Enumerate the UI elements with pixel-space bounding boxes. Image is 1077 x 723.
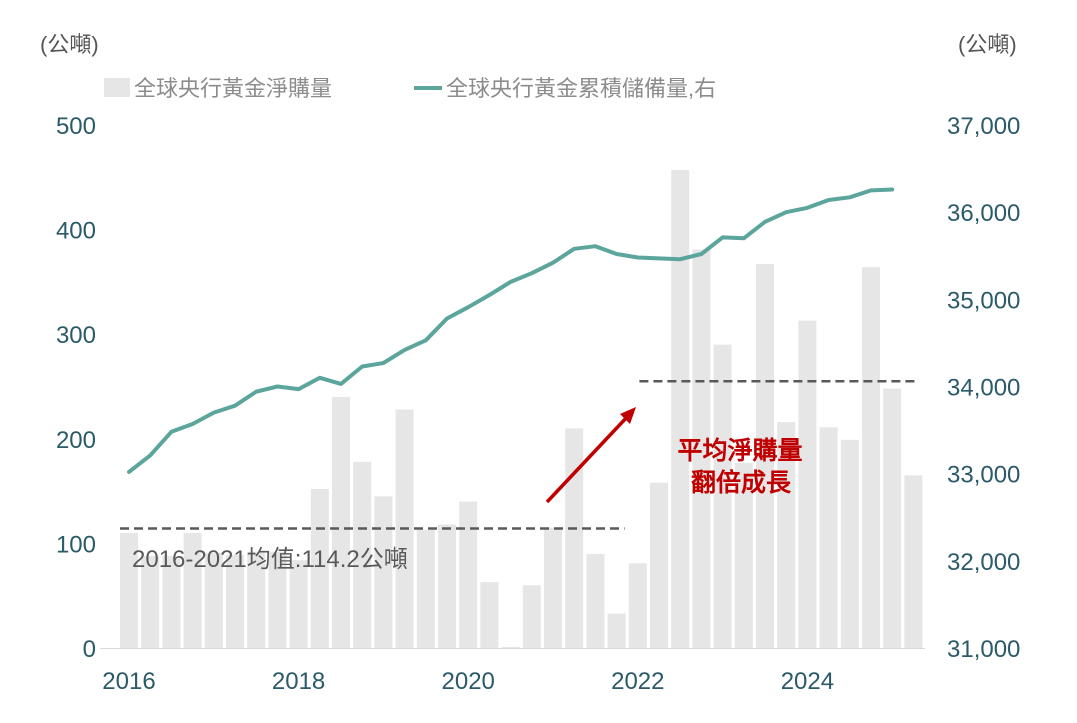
right-tick-label: 37,000: [947, 113, 1020, 140]
left-axis-ticks: 0 100 200 300 400 500: [56, 113, 96, 663]
left-tick-label: 100: [56, 531, 96, 558]
bar: [840, 439, 859, 648]
right-tick-label: 36,000: [947, 200, 1020, 227]
bar: [565, 428, 584, 648]
right-tick-label: 32,000: [947, 549, 1020, 576]
right-axis-unit: (公噸): [958, 32, 1017, 57]
x-tick-label: 2016: [102, 668, 155, 695]
bar: [819, 427, 838, 648]
bar: [862, 267, 880, 648]
growth-arrow: [545, 407, 636, 504]
bar: [607, 613, 626, 648]
bar: [289, 560, 308, 648]
average-label: 2016-2021均值:114.2公噸: [132, 546, 408, 573]
right-tick-label: 34,000: [947, 375, 1020, 402]
bar: [756, 264, 774, 648]
bar: [480, 582, 499, 648]
right-tick-label: 35,000: [947, 287, 1020, 314]
bar: [162, 555, 181, 648]
bar: [204, 552, 223, 648]
left-tick-label: 300: [56, 322, 96, 349]
left-tick-label: 0: [83, 636, 96, 663]
left-tick-label: 400: [56, 218, 96, 245]
left-tick-label: 200: [56, 427, 96, 454]
bar: [904, 475, 923, 648]
x-tick-label: 2020: [442, 668, 495, 695]
bar: [777, 422, 796, 648]
bar: [226, 554, 244, 648]
bar: [692, 249, 711, 648]
bar: [501, 646, 520, 648]
average-lines: [120, 380, 915, 530]
bar: [522, 585, 541, 648]
bar: [374, 496, 393, 648]
reserves-line: [127, 187, 895, 474]
bar: [247, 551, 266, 648]
x-tick-label: 2022: [611, 668, 664, 695]
bar: [459, 501, 478, 648]
legend-line-label: 全球央行黃金累積儲備量,右: [446, 76, 716, 101]
x-tick-label: 2018: [272, 668, 325, 695]
bar: [586, 553, 605, 648]
bar: [734, 462, 753, 648]
bar: [671, 169, 690, 648]
bar: [353, 461, 372, 648]
left-tick-label: 500: [56, 113, 96, 140]
bar: [120, 532, 138, 648]
bar: [798, 320, 817, 648]
left-axis-unit: (公噸): [40, 32, 99, 57]
x-axis-ticks: 2016 2018 2020 2022 2024: [102, 668, 834, 695]
right-tick-label: 33,000: [947, 462, 1020, 489]
bar: [268, 551, 287, 648]
bar: [183, 532, 202, 648]
bar: [438, 524, 456, 648]
bar: [141, 555, 160, 648]
bar: [650, 482, 668, 648]
annotation-line2: 翻倍成長: [691, 468, 792, 497]
annotation-line1: 平均淨購量: [677, 437, 802, 465]
bar: [332, 396, 350, 648]
bar: [883, 388, 902, 648]
bar: [544, 527, 562, 648]
bar: [713, 344, 732, 648]
legend: 全球央行黃金淨購量 全球央行黃金累積儲備量,右: [104, 76, 716, 101]
bar: [628, 563, 647, 648]
bars-series: [120, 169, 923, 648]
x-tick-label: 2024: [781, 668, 834, 695]
right-tick-label: 31,000: [947, 636, 1020, 663]
right-axis-ticks: 31,000 32,000 33,000 34,000 35,000 36,000 37,0…: [947, 113, 1020, 663]
bar: [416, 529, 435, 648]
legend-bar-label: 全球央行黃金淨購量: [134, 76, 332, 101]
legend-bar-swatch: [104, 78, 130, 97]
